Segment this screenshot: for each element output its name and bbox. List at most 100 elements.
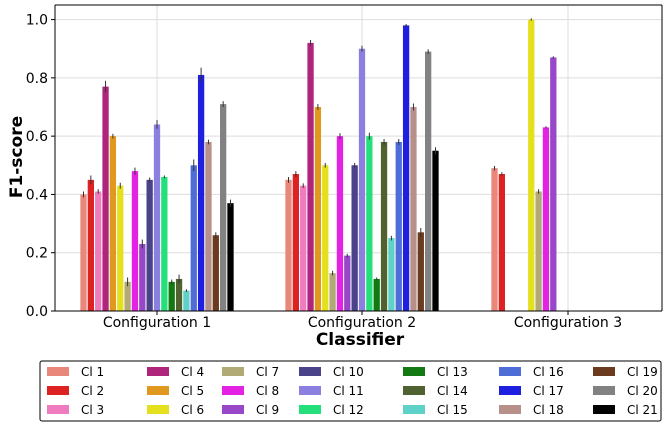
bar-cl-3 — [95, 191, 102, 311]
legend-label: Cl 20 — [627, 384, 658, 398]
bar-cl-20 — [425, 51, 432, 311]
y-tick-label: 0.0 — [26, 304, 48, 320]
legend-label: Cl 1 — [81, 365, 104, 379]
bar-cl-8 — [131, 171, 139, 311]
legend-swatch — [499, 386, 521, 395]
legend-swatch — [499, 367, 521, 376]
legend-label: Cl 17 — [533, 384, 564, 398]
legend-label: Cl 8 — [256, 384, 279, 398]
legend-label: Cl 18 — [533, 403, 564, 417]
legend-swatch — [299, 367, 321, 376]
legend: Cl 1 Cl 2 Cl 3 Cl 4 Cl 5 Cl 6 Cl 7 Cl 8 Cl 9 Cl 1… — [39, 360, 662, 422]
legend-label: Cl 19 — [627, 365, 658, 379]
legend-swatch — [222, 386, 244, 395]
legend-swatch — [47, 367, 69, 376]
bar-cl-16 — [190, 165, 197, 311]
bar-cl-17 — [197, 74, 205, 311]
bar-cl-7 — [124, 281, 131, 311]
bar-cl-11 — [153, 124, 161, 311]
bar-cl-11 — [358, 48, 366, 311]
legend-swatch — [403, 367, 425, 376]
bar-cl-4 — [307, 42, 314, 312]
legend-label: Cl 5 — [181, 384, 204, 398]
x-tick-label: Configuration 2 — [308, 315, 416, 331]
bar-cl-1 — [285, 179, 292, 311]
bar-cl-9 — [139, 243, 146, 311]
bar-cl-15 — [183, 290, 190, 311]
bar-cl-8 — [336, 136, 344, 311]
bar-cl-2 — [292, 174, 299, 311]
legend-label: Cl 4 — [181, 365, 204, 379]
legend-label: Cl 12 — [333, 403, 364, 417]
bar-cl-14 — [380, 141, 388, 311]
bars — [80, 18, 557, 312]
legend-swatch — [299, 386, 321, 395]
bar-cl-12 — [161, 176, 168, 311]
bar-cl-17 — [402, 25, 410, 312]
bar-cl-6 — [117, 185, 124, 311]
legend-swatch — [222, 405, 244, 414]
bar-cl-18 — [205, 141, 212, 311]
legend-swatch — [593, 386, 615, 395]
bar-cl-12 — [366, 136, 373, 311]
legend-label: Cl 21 — [627, 403, 658, 417]
bar-cl-19 — [212, 235, 219, 311]
legend-label: Cl 9 — [256, 403, 279, 417]
legend-swatch — [593, 405, 615, 414]
y-tick-label: 1.0 — [26, 13, 48, 29]
bar-cl-9 — [550, 57, 557, 312]
x-tick-label: Configuration 1 — [103, 315, 211, 331]
bar-cl-18 — [410, 107, 417, 311]
legend-swatch — [222, 367, 244, 376]
legend-label: Cl 2 — [81, 384, 104, 398]
bar-cl-15 — [388, 238, 395, 311]
legend-label: Cl 13 — [437, 365, 468, 379]
axes — [54, 4, 663, 312]
legend-label: Cl 16 — [533, 365, 564, 379]
y-tick-label: 0.2 — [26, 246, 48, 262]
bar-cl-2 — [498, 174, 505, 311]
bar-cl-13 — [168, 281, 175, 311]
bar-cl-21 — [227, 203, 234, 311]
y-tick-label: 0.4 — [26, 187, 48, 203]
ticks: 0.0 0.2 0.4 0.6 0.8 1.0 Configuration 1 Configu… — [26, 13, 622, 331]
bar-cl-6 — [322, 165, 329, 311]
bar-cl-4 — [102, 86, 109, 311]
bar-cl-16 — [395, 141, 402, 311]
legend-label: Cl 11 — [333, 384, 364, 398]
bar-cl-21 — [432, 150, 439, 311]
x-axis-label: Classifier — [316, 330, 405, 350]
y-axis-label: F1-score — [7, 116, 27, 198]
x-tick-label: Configuration 3 — [514, 315, 622, 331]
bar-cl-7 — [535, 191, 542, 311]
legend-swatch — [47, 386, 69, 395]
legend-swatch — [299, 405, 321, 414]
bar-cl-10 — [351, 165, 358, 311]
y-tick-label: 0.6 — [26, 129, 48, 145]
legend-label: Cl 10 — [333, 365, 364, 379]
legend-swatch — [593, 367, 615, 376]
bar-cl-1 — [491, 168, 498, 311]
bar-cl-6 — [528, 19, 535, 311]
bar-cl-1 — [80, 194, 87, 311]
y-tick-label: 0.8 — [26, 71, 48, 87]
bar-cl-10 — [146, 179, 153, 311]
legend-swatch — [147, 405, 169, 414]
bar-cl-2 — [87, 179, 94, 311]
bar-cl-5 — [314, 107, 322, 311]
bar-cl-13 — [373, 278, 380, 311]
bar-cl-8 — [542, 127, 550, 312]
legend-swatch — [147, 386, 169, 395]
legend-label: Cl 7 — [256, 365, 279, 379]
legend-swatch — [499, 405, 521, 414]
bar-cl-5 — [109, 136, 117, 311]
legend-swatch — [403, 405, 425, 414]
bar-cl-7 — [329, 273, 336, 311]
bar-cl-9 — [344, 255, 351, 311]
legend-label: Cl 3 — [81, 403, 104, 417]
legend-label: Cl 6 — [181, 403, 204, 417]
legend-label: Cl 15 — [437, 403, 468, 417]
bar-cl-14 — [175, 278, 183, 311]
bar-cl-19 — [417, 232, 424, 311]
